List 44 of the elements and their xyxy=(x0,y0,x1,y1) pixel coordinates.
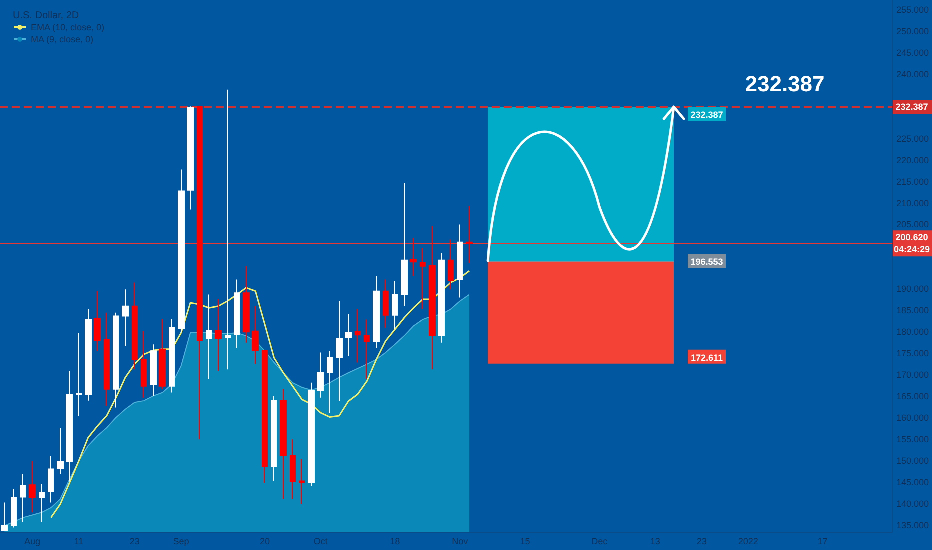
x-tick-label: Sep xyxy=(173,536,190,546)
y-tick-label: 155.000 xyxy=(896,434,930,445)
band-label: 172.611 xyxy=(690,352,724,363)
y-tick-label: 220.000 xyxy=(896,155,930,166)
y-tick-label: 240.000 xyxy=(896,69,930,80)
legend-label: EMA (10, close, 0) xyxy=(31,22,105,32)
y-tick-label: 165.000 xyxy=(896,392,930,402)
x-tick-label: Aug xyxy=(24,536,41,546)
y-tick-label: 160.000 xyxy=(896,413,930,424)
y-tick-label: 210.000 xyxy=(896,198,930,208)
x-tick-label: 23 xyxy=(130,536,140,546)
y-tick-label: 135.000 xyxy=(896,520,930,531)
y-tick-label: 245.000 xyxy=(896,48,930,58)
text: U.S. Dollar, 2D xyxy=(13,10,80,22)
y-tick-label: 140.000 xyxy=(896,499,930,510)
y-tick-label: 215.000 xyxy=(896,176,930,187)
y-tick-label: 170.000 xyxy=(896,370,930,380)
annotation: 232.387 xyxy=(745,72,825,97)
y-tick-label: 145.000 xyxy=(896,478,930,488)
x-tick-label: 17 xyxy=(818,536,828,546)
x-tick-label: 11 xyxy=(74,536,84,546)
x-tick-label: 20 xyxy=(260,536,270,546)
y-tick-label: 250.000 xyxy=(896,26,930,36)
x-tick-label: Dec xyxy=(592,536,608,546)
x-tick-label: 18 xyxy=(390,536,400,546)
y-tick-label: 205.000 xyxy=(896,220,930,230)
y-tick-label: 175.000 xyxy=(896,348,930,359)
x-tick-label: 23 xyxy=(696,536,707,546)
y-tick-label: 255.000 xyxy=(896,4,930,15)
x-tick-label: Oct xyxy=(314,536,328,546)
y-tick-label: 225.000 xyxy=(896,134,930,144)
ref-line-label: 200.620 04:24:29 xyxy=(894,232,930,255)
y-tick-label: 150.000 xyxy=(896,456,930,466)
ref-line-label: 196.553 xyxy=(690,257,724,268)
y-tick-label: 180.000 xyxy=(896,327,930,338)
y-tick-label: 185.000 xyxy=(896,306,930,316)
y-tick-label: 190.000 xyxy=(896,284,930,294)
ref-line-label: 232.387 xyxy=(896,102,928,112)
x-tick-label: 13 xyxy=(650,536,660,546)
x-tick-label: Nov xyxy=(452,536,469,546)
legend-label: MA (9, close, 0) xyxy=(31,34,94,44)
x-tick-label: 15 xyxy=(520,536,530,546)
band-label: 232.387 xyxy=(690,110,724,120)
x-tick-label: 2022 xyxy=(738,536,758,546)
